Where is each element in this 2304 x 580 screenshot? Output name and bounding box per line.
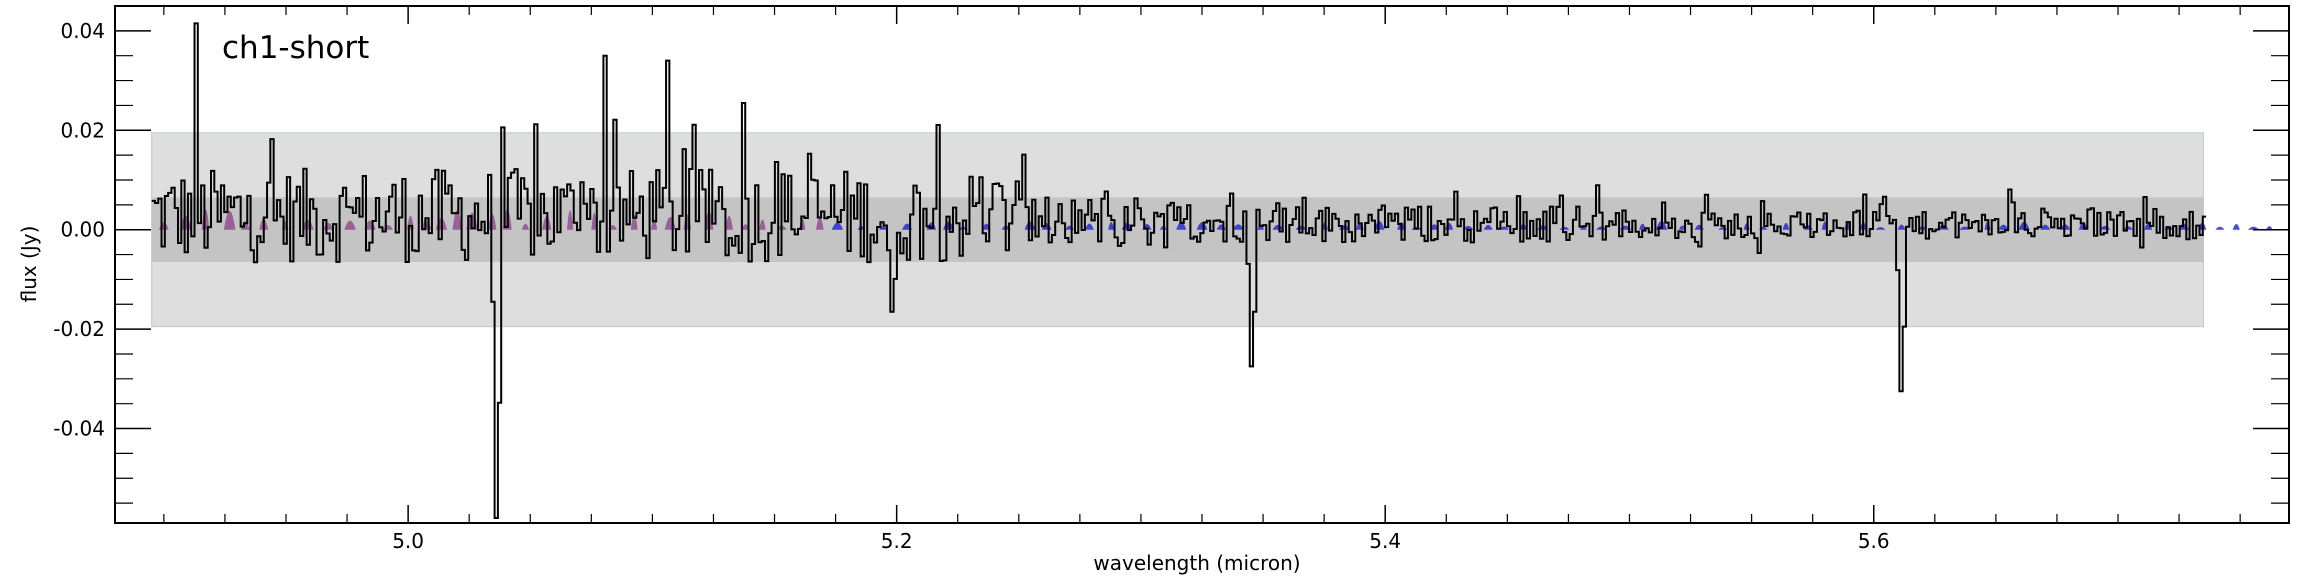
model-peak-purple (452, 210, 463, 230)
model-peak-blue (1374, 221, 1385, 230)
y-tick-label: 0.02 (60, 118, 105, 142)
model-peak-blue (2215, 226, 2225, 230)
y-tick-label: -0.04 (53, 417, 105, 441)
y-tick-label: 0.04 (60, 19, 105, 43)
model-peak-blue (1463, 225, 1474, 230)
model-peak-blue (1272, 224, 1284, 230)
chart-title: ch1-short (222, 30, 369, 66)
observed-spectrum (151, 22, 2207, 520)
model-peak-purple (725, 215, 733, 230)
x-tick-label: 5.6 (1858, 529, 1890, 553)
model-peak-purple (759, 219, 766, 230)
y-tick-label: 0.00 (60, 218, 105, 242)
x-tick-label: 5.2 (881, 529, 913, 553)
model-peak-blue (1176, 221, 1187, 230)
x-tick-label: 5.4 (1369, 529, 1401, 553)
x-axis-label: wavelength (micron) (1093, 551, 1300, 575)
model-peak-blue (1782, 222, 1790, 230)
model-peak-blue (2232, 223, 2240, 230)
model-peak-blue (1998, 224, 2009, 230)
y-axis-label: flux (Jy) (17, 226, 41, 303)
model-peak-blue (2266, 226, 2273, 230)
model-peak-purple (566, 210, 574, 230)
model-peak-purple (521, 223, 530, 230)
model-peak-purple (816, 217, 824, 230)
axis-ticks: 5.0 5.2 5.4 5.6 0.04 0.02 0.00 -0.02 -0.04 (53, 6, 2289, 553)
model-peak-blue (2123, 226, 2133, 230)
x-tick-label: 5.0 (392, 529, 424, 553)
spectrum-line (151, 22, 2207, 520)
model-peak-blue (831, 222, 844, 230)
model-peak-blue (1085, 223, 1094, 230)
model-peak-blue (1232, 224, 1244, 230)
model-peak-blue (1483, 224, 1493, 230)
model-peak-blue (1875, 227, 1886, 230)
model-peak-blue (1108, 222, 1115, 230)
y-tick-label: -0.02 (53, 317, 105, 341)
model-peak-blue (2040, 224, 2051, 230)
model-peak-purple (344, 220, 356, 230)
model-peak-blue (1959, 226, 1971, 230)
model-peak-blue (1639, 223, 1646, 230)
model-peak-blue (1596, 226, 1607, 230)
model-peak-blue (1196, 222, 1208, 230)
model-peak-purple (223, 210, 236, 230)
model-peak-blue (1897, 224, 1906, 230)
